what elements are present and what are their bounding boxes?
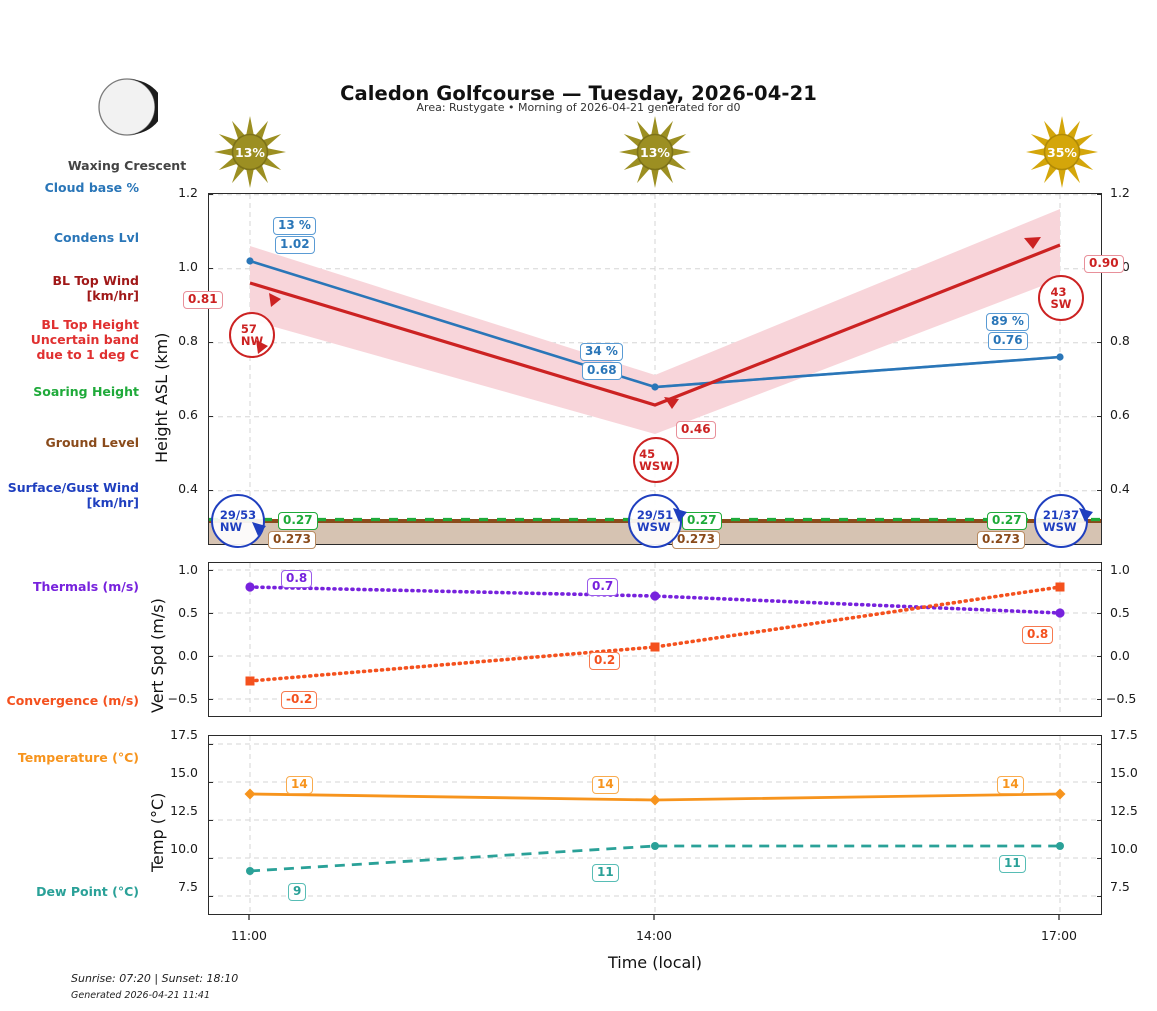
dew-point-chip-1700: 11 [999, 855, 1026, 873]
ytick-label: 10.0 [1110, 841, 1138, 856]
ytick-label: 1.0 [1110, 562, 1130, 577]
soaring-height-chip-1700: 0.27 [987, 512, 1027, 530]
surface-wind-value: 29/53 NW [219, 507, 257, 534]
legend-label-cloud-base: Cloud base % [44, 180, 139, 195]
sun-icon-1400: 13% [617, 114, 693, 190]
bl-top-wind-value: 57 NW [240, 321, 264, 348]
xtick-label-1700: 17:00 [1040, 928, 1078, 943]
surface-wind-value: 29/51 WSW [636, 507, 674, 534]
legend-label-dew-point: Dew Point (°C) [36, 884, 139, 899]
axis-label-height: Height ASL (km) [152, 332, 171, 463]
ytick-label: 7.5 [178, 879, 198, 894]
ytick-label: 0.5 [1110, 605, 1130, 620]
legend-label-convergence: Convergence (m/s) [6, 693, 139, 708]
generated-timestamp: Generated 2026-04-21 11:41 [71, 990, 211, 1001]
legend-label-bl-top-wind: BL Top Wind [km/hr] [52, 273, 139, 303]
ytick-label: 17.5 [170, 727, 198, 742]
x-axis-ticks [248, 915, 1060, 920]
ytick-label: 12.5 [170, 803, 198, 818]
dew-point-chip-1100: 9 [288, 883, 307, 901]
cloud-base-pct-chip-1400: 34 % [580, 343, 623, 361]
thermals-chip-1400: 0.7 [587, 578, 619, 596]
bl-top-height-chip-1400: 0.46 [676, 421, 716, 439]
legend-label-ground-level: Ground Level [45, 435, 139, 450]
page-subtitle: Area: Rustygate • Morning of 2026-04-21 … [416, 101, 741, 114]
bl-top-wind-1700: 43 SW [1038, 275, 1084, 321]
sun-percent-label: 13% [235, 144, 265, 160]
ytick-label: 15.0 [1110, 765, 1138, 780]
ytick-label: −0.5 [167, 691, 198, 706]
temperature-panel [208, 735, 1102, 915]
ytick-label: 1.0 [178, 562, 198, 577]
convergence-chip-1400: 0.2 [589, 652, 621, 670]
ytick-label: 7.5 [1110, 879, 1130, 894]
wind-barb-arrows [252, 340, 1093, 536]
ytick-label: 0.8 [178, 333, 198, 348]
ytick-label: 0.4 [178, 481, 198, 496]
vertspd-panel [208, 562, 1102, 717]
ytick-label: 0.5 [178, 605, 198, 620]
cloud-base-pct-chip-1100: 13 % [273, 217, 316, 235]
condens-lvl-chip-1400: 0.68 [582, 362, 622, 380]
ground-level-chip-1100: 0.273 [268, 531, 316, 549]
convergence-chip-1700: 0.8 [1022, 626, 1054, 644]
ytick-label: 0.6 [178, 407, 198, 422]
sun-percent-label: 13% [640, 144, 670, 160]
ytick-label: 10.0 [170, 841, 198, 856]
xtick-label-1100: 11:00 [230, 928, 268, 943]
bl-top-height-line [249, 243, 1061, 407]
sun-icon-1100: 13% [212, 114, 288, 190]
bl-top-wind-value: 43 SW [1050, 284, 1072, 311]
ytick-label: 0.0 [1110, 648, 1130, 663]
legend-label-bl-top-height: BL Top Height Uncertain band due to 1 deg … [30, 317, 139, 362]
page-title: Caledon Golfcourse — Tuesday, 2026-04-21 [340, 82, 817, 105]
moon-phase-label: Waxing Crescent [67, 158, 187, 173]
ytick-label: 0.4 [1110, 481, 1130, 496]
thermals-chip-1100: 0.8 [281, 570, 313, 588]
condens-lvl-chip-1100: 1.02 [275, 236, 315, 254]
sun-icon-1700: 35% [1024, 114, 1100, 190]
height-panel [208, 193, 1102, 545]
surface-wind-1700: 21/37 WSW [1034, 494, 1088, 548]
ytick-label: 1.2 [178, 185, 198, 200]
bl-top-height-chip-1100: 0.81 [183, 291, 223, 309]
temperature-chip-1100: 14 [286, 776, 313, 794]
legend-label-condens-lvl: Condens Lvl [53, 230, 139, 245]
surface-wind-value: 21/37 WSW [1042, 507, 1080, 534]
ytick-label: 0.6 [1110, 407, 1130, 422]
ytick-label: 0.8 [1110, 333, 1130, 348]
bl-top-wind-1100: 57 NW [229, 312, 275, 358]
surface-wind-1400: 29/51 WSW [628, 494, 682, 548]
bl-top-wind-1400: 45 WSW [633, 437, 679, 483]
soaring-height-chip-1100: 0.27 [278, 512, 318, 530]
axis-label-time: Time (local) [607, 953, 702, 972]
ytick-label: 12.5 [1110, 803, 1138, 818]
moon-phase-icon [96, 76, 163, 138]
temperature-chip-1400: 14 [592, 776, 619, 794]
ground-level-chip-1700: 0.273 [977, 531, 1025, 549]
ytick-label: −0.5 [1106, 691, 1137, 706]
condens-lvl-chip-1700: 0.76 [988, 332, 1028, 350]
ytick-label: 1.0 [178, 259, 198, 274]
ytick-label: 17.5 [1110, 727, 1138, 742]
sun-percent-label: 35% [1047, 144, 1077, 160]
temperature-chip-1700: 14 [997, 776, 1024, 794]
bl-top-height-chip-1700: 0.90 [1084, 255, 1124, 273]
convergence-chip-1100: -0.2 [281, 691, 318, 709]
bl-top-wind-value: 45 WSW [639, 446, 673, 473]
ytick-label: 15.0 [170, 765, 198, 780]
legend-label-surface-gust-wind: Surface/Gust Wind [km/hr] [7, 480, 139, 510]
dew-point-chip-1400: 11 [592, 864, 619, 882]
cloud-base-pct-chip-1700: 89 % [986, 313, 1029, 331]
xtick-label-1400: 14:00 [635, 928, 673, 943]
ytick-label: 0.0 [178, 648, 198, 663]
ytick-label: 1.2 [1110, 185, 1130, 200]
surface-wind-1100: 29/53 NW [211, 494, 265, 548]
sunrise-sunset-text: Sunrise: 07:20 | Sunset: 18:10 [71, 972, 239, 985]
soaring-height-chip-1400: 0.27 [682, 512, 722, 530]
legend-label-thermals: Thermals (m/s) [32, 579, 139, 594]
legend-label-soaring-height: Soaring Height [33, 384, 139, 399]
legend-label-temperature: Temperature (°C) [17, 750, 139, 765]
